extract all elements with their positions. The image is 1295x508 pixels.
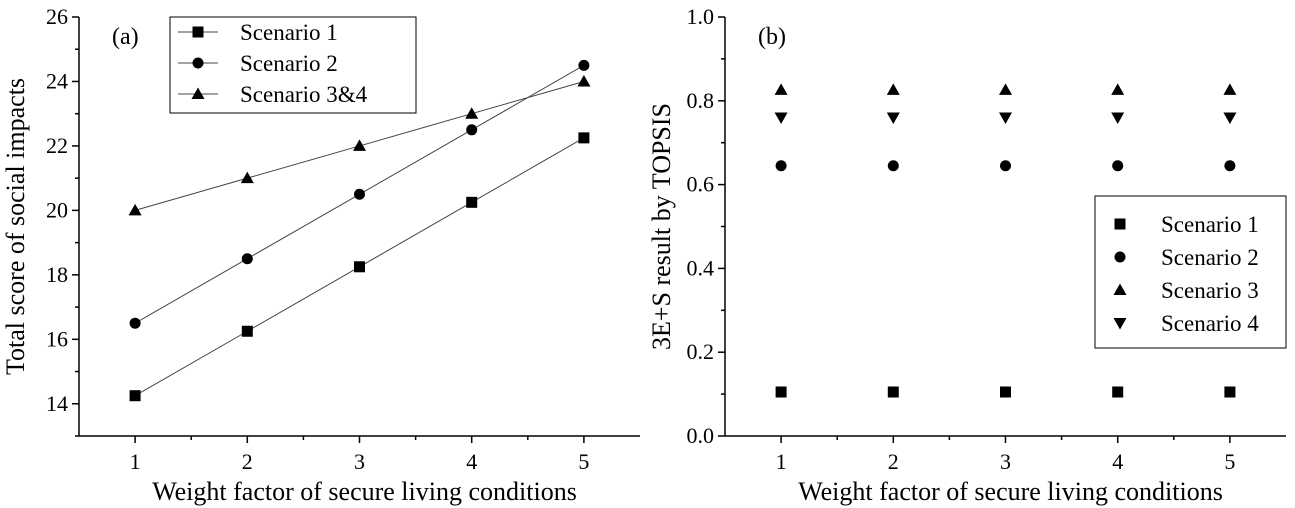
legend: Scenario 1 Scenario 2 Scenario 3 Scenario 4 — [1094, 195, 1287, 349]
data-point — [1111, 112, 1125, 125]
series-4 — [774, 112, 1237, 125]
x-tick-label: 3 — [1000, 449, 1011, 474]
panel-label: (a) — [112, 24, 139, 50]
data-point — [354, 261, 365, 273]
data-point — [241, 253, 253, 265]
legend-marker — [191, 87, 205, 99]
data-point — [578, 132, 590, 144]
data-point — [775, 160, 787, 172]
data-point — [1223, 83, 1237, 95]
x-tick-label: 5 — [578, 449, 589, 474]
data-point — [999, 112, 1012, 125]
y-tick-label: 18 — [46, 262, 68, 287]
data-point — [887, 160, 899, 172]
y-tick-label: 14 — [46, 391, 68, 416]
series-1 — [129, 132, 590, 402]
y-tick-label: 0.6 — [687, 172, 715, 197]
data-point — [128, 203, 142, 216]
x-tick-label: 3 — [354, 449, 365, 474]
data-point — [887, 386, 899, 398]
data-point — [465, 107, 479, 119]
legend-label: Scenario 3 — [1161, 278, 1259, 303]
legend-label: Scenario 2 — [240, 51, 338, 76]
data-point — [129, 317, 141, 329]
series-1 — [775, 386, 1236, 398]
data-point — [353, 139, 366, 151]
legend-label: Scenario 1 — [240, 20, 338, 45]
legend-label: Scenario 4 — [1161, 311, 1259, 336]
x-tick-label: 1 — [776, 449, 787, 474]
data-point — [1224, 160, 1236, 172]
chart-panel-b: 1 2 3 4 5 0.0 0.2 0.4 0.6 0.8 1.0 Weight factor of … — [647, 4, 1287, 506]
data-point — [775, 386, 787, 398]
x-tick-label: 1 — [130, 449, 141, 474]
legend-marker — [1113, 318, 1127, 330]
y-axis-label: 3E+S result by TOPSIS — [647, 103, 676, 350]
y-axis-label: Total score of social impacts — [1, 78, 30, 375]
data-point — [886, 83, 900, 95]
data-point — [466, 124, 478, 136]
chart-panel-a: 1 2 3 4 5 14 16 18 20 22 24 26 Weight factor of secu… — [1, 4, 640, 506]
data-point — [886, 112, 900, 125]
data-point — [240, 171, 254, 184]
x-tick-label: 5 — [1224, 449, 1235, 474]
legend-box — [169, 16, 417, 114]
data-point — [774, 83, 788, 95]
data-point — [1111, 83, 1125, 95]
data-point — [1224, 386, 1236, 398]
series-3 — [774, 83, 1237, 95]
y-tick-label: 20 — [46, 197, 68, 222]
data-point — [578, 59, 590, 71]
data-point — [129, 390, 141, 402]
data-point — [1223, 112, 1237, 125]
data-point — [1000, 160, 1011, 172]
data-point — [241, 325, 253, 337]
x-axis-label: Weight factor of secure living condition… — [152, 477, 577, 506]
data-point — [354, 188, 365, 200]
y-tick-label: 0.8 — [687, 88, 715, 113]
data-point — [1000, 386, 1011, 398]
legend-marker — [1114, 218, 1126, 230]
legend-label: Scenario 3&4 — [240, 82, 368, 107]
y-tick-label: 0.2 — [687, 339, 715, 364]
panel-label: (b) — [758, 24, 786, 50]
legend-box — [1094, 195, 1287, 349]
y-tick-label: 0.4 — [687, 255, 715, 280]
x-tick-label: 2 — [888, 449, 899, 474]
series-2 — [129, 59, 590, 329]
x-tick-label: 4 — [466, 449, 477, 474]
data-point — [774, 112, 788, 125]
legend-marker — [192, 26, 204, 38]
x-tick-label: 2 — [242, 449, 253, 474]
x-tick-label: 4 — [1112, 449, 1123, 474]
data-point — [577, 74, 591, 87]
data-point — [1112, 386, 1124, 398]
legend-label: Scenario 1 — [1161, 212, 1259, 237]
series-2 — [775, 160, 1236, 172]
y-tick-label: 16 — [46, 326, 68, 351]
legend-marker — [1114, 251, 1126, 263]
data-point — [466, 196, 478, 208]
series-3 — [128, 74, 591, 216]
legend: Scenario 1 Scenario 2 Scenario 3&4 — [169, 16, 417, 114]
y-tick-label: 0.0 — [687, 423, 715, 448]
y-tick-label: 22 — [46, 133, 68, 158]
legend-marker — [1113, 283, 1127, 295]
data-point — [1112, 160, 1124, 172]
y-tick-label: 1.0 — [687, 4, 715, 29]
legend-marker — [192, 57, 204, 69]
y-tick-label: 26 — [46, 4, 68, 29]
x-axis-label: Weight factor of secure living condition… — [798, 477, 1223, 506]
data-point — [999, 83, 1012, 95]
y-tick-label: 24 — [46, 68, 68, 93]
legend-label: Scenario 2 — [1161, 245, 1259, 270]
